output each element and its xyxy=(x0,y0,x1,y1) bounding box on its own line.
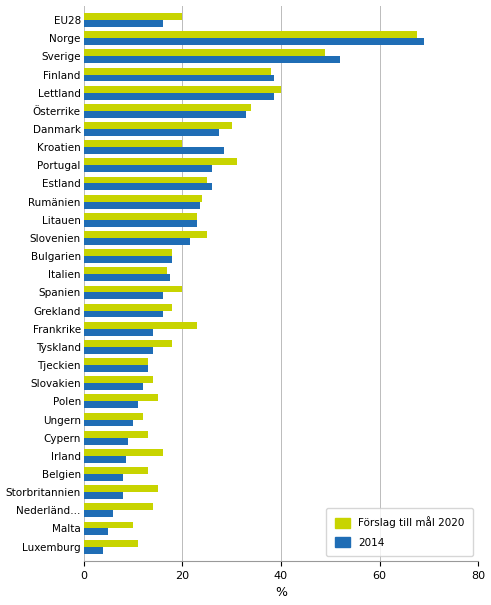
Bar xyxy=(83,383,143,390)
Bar xyxy=(83,322,197,329)
Bar xyxy=(83,419,133,427)
Bar xyxy=(83,165,212,172)
Bar xyxy=(83,231,207,238)
Bar xyxy=(83,122,232,129)
Bar xyxy=(83,547,103,554)
Bar xyxy=(83,431,148,437)
Legend: Förslag till mål 2020, 2014: Förslag till mål 2020, 2014 xyxy=(326,508,473,556)
Bar xyxy=(83,358,148,365)
X-axis label: %: % xyxy=(275,586,287,600)
Bar xyxy=(83,540,138,547)
Bar xyxy=(83,503,153,511)
Bar xyxy=(83,159,237,165)
Bar xyxy=(83,449,163,456)
Bar xyxy=(83,340,172,347)
Bar xyxy=(83,93,273,100)
Bar xyxy=(83,140,182,147)
Bar xyxy=(83,50,326,56)
Bar xyxy=(83,286,182,292)
Bar xyxy=(83,177,207,183)
Bar xyxy=(83,195,202,201)
Bar xyxy=(83,529,108,535)
Bar xyxy=(83,104,251,111)
Bar xyxy=(83,376,153,383)
Bar xyxy=(83,249,172,256)
Bar xyxy=(83,474,123,481)
Bar xyxy=(83,401,138,408)
Bar xyxy=(83,111,246,118)
Bar xyxy=(83,256,172,263)
Bar xyxy=(83,20,163,27)
Bar xyxy=(83,347,153,354)
Bar xyxy=(83,220,197,227)
Bar xyxy=(83,68,271,74)
Bar xyxy=(83,304,172,310)
Bar xyxy=(83,183,212,191)
Bar xyxy=(83,13,182,20)
Bar xyxy=(83,56,340,64)
Bar xyxy=(83,310,163,318)
Bar xyxy=(83,31,417,38)
Bar xyxy=(83,492,123,499)
Bar xyxy=(83,274,170,281)
Bar xyxy=(83,129,219,136)
Bar xyxy=(83,522,133,529)
Bar xyxy=(83,213,197,220)
Bar xyxy=(83,511,113,517)
Bar xyxy=(83,238,190,245)
Bar xyxy=(83,467,148,474)
Bar xyxy=(83,413,143,419)
Bar xyxy=(83,74,273,82)
Bar xyxy=(83,86,281,93)
Bar xyxy=(83,201,199,209)
Bar xyxy=(83,456,126,463)
Bar xyxy=(83,485,158,492)
Bar xyxy=(83,437,128,445)
Bar xyxy=(83,394,158,401)
Bar xyxy=(83,292,163,299)
Bar xyxy=(83,147,224,154)
Bar xyxy=(83,38,424,45)
Bar xyxy=(83,267,167,274)
Bar xyxy=(83,365,148,372)
Bar xyxy=(83,329,153,336)
